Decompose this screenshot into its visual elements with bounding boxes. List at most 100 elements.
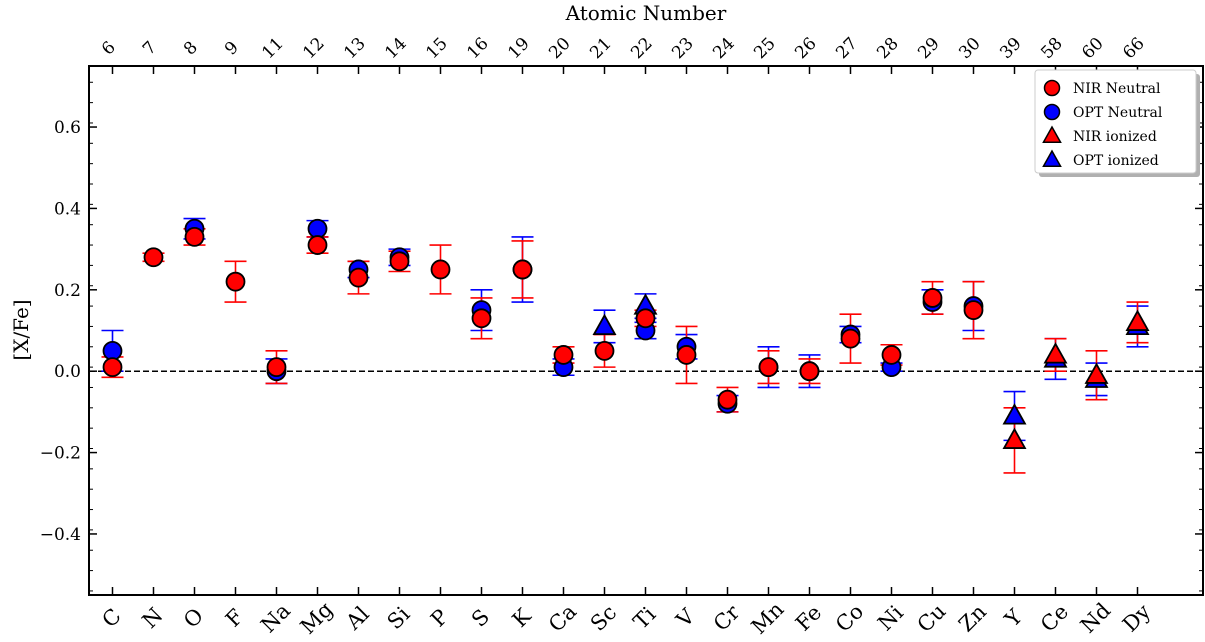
nir-neutral-point-ca — [553, 345, 574, 365]
element-label-nd: Nd — [1076, 598, 1115, 637]
top-axis-title: Atomic Number — [565, 1, 727, 25]
element-label-p: P — [426, 605, 453, 632]
element-label-f: F — [221, 604, 248, 631]
atomic-number-label: 22 — [627, 34, 656, 63]
legend-label: OPT Neutral — [1073, 105, 1163, 121]
nir-neutral-point-f — [225, 271, 246, 292]
y-axis-title: [X/Fe] — [9, 299, 33, 360]
element-label-k: K — [508, 604, 536, 632]
y-tick-label: 0.0 — [54, 362, 81, 382]
element-label-ni: Ni — [873, 600, 908, 635]
nir-neutral-point-co — [840, 328, 861, 349]
nir-ionized-point-dy — [1125, 309, 1150, 331]
element-label-mn: Mn — [747, 597, 789, 639]
atomic-number-label: 20 — [545, 34, 574, 63]
element-label-si: Si — [383, 602, 415, 634]
atomic-number-label: 66 — [1119, 34, 1148, 63]
opt-neutral-point-c — [102, 340, 123, 361]
element-label-n: N — [138, 603, 168, 633]
atomic-number-label: 28 — [873, 34, 902, 63]
marker-layer — [102, 218, 1150, 449]
element-label-cu: Cu — [913, 599, 951, 637]
atomic-number-label: 58 — [1037, 34, 1066, 63]
atomic-number-label: 11 — [258, 34, 287, 63]
atomic-number-label: 26 — [791, 34, 820, 63]
nir-neutral-point-v — [676, 345, 697, 365]
nir-ionized-point-ce — [1043, 342, 1068, 364]
atomic-number-label: 9 — [221, 38, 243, 60]
element-label-na: Na — [256, 599, 295, 638]
element-label-ce: Ce — [1036, 599, 1073, 636]
nir-neutral-point-n — [143, 247, 164, 268]
legend: NIR Neutral OPT Neutral NIR ionized OPT ion… — [1034, 69, 1200, 177]
nir-ionized-point-y — [1002, 427, 1027, 449]
atomic-number-label: 6 — [98, 38, 120, 60]
atomic-number-label: 12 — [299, 34, 328, 63]
nir-neutral-point-mn — [758, 357, 779, 378]
nir-neutral-point-cr — [717, 389, 738, 410]
element-label-zn: Zn — [954, 600, 991, 637]
legend-box — [1034, 69, 1197, 174]
element-label-v: V — [671, 604, 700, 633]
element-label-fe: Fe — [791, 600, 826, 635]
y-tick-label: −0.2 — [40, 444, 81, 464]
nir-neutral-point-cu — [922, 288, 943, 308]
nir-neutral-point-na — [266, 357, 287, 378]
legend-marker-opt-neutral — [1043, 103, 1061, 121]
legend-label: NIR ionized — [1073, 129, 1157, 145]
atomic-number-label: 60 — [1078, 34, 1107, 63]
atomic-number-label: 39 — [996, 34, 1025, 63]
element-label-ti: Ti — [629, 602, 661, 634]
atomic-number-label: 8 — [180, 38, 202, 60]
legend-label: OPT ionized — [1073, 153, 1159, 169]
atomic-number-label: 23 — [668, 34, 697, 63]
atomic-number-label: 21 — [586, 34, 615, 63]
atomic-number-label: 19 — [504, 34, 533, 63]
element-label-s: S — [467, 604, 494, 631]
opt-neutral-point-mg — [307, 218, 328, 239]
atomic-number-label: 25 — [750, 34, 779, 63]
atomic-number-label: 24 — [709, 34, 738, 63]
atomic-number-label: 15 — [422, 34, 451, 63]
legend-label: NIR Neutral — [1073, 81, 1161, 97]
atomic-number-label: 16 — [463, 34, 492, 63]
nir-neutral-point-ni — [881, 345, 902, 365]
x-axis-top: 6 7 8 9 11 12 13 14 15 16 19 20 21 22 23 24 25 26 27 28 29 30… — [98, 34, 1149, 74]
atomic-number-label: 13 — [340, 34, 369, 63]
opt-ionized-point-sc — [592, 313, 617, 336]
errorbar-layer — [101, 217, 1149, 474]
element-label-al: Al — [341, 602, 374, 635]
legend-marker-opt-ionized — [1042, 149, 1062, 168]
element-label-mg: Mg — [296, 597, 338, 639]
nir-ionized-point-nd — [1084, 362, 1109, 384]
nir-neutral-point-o — [184, 227, 205, 247]
element-label-o: O — [179, 603, 208, 632]
nir-neutral-point-c — [102, 357, 123, 378]
element-label-dy: Dy — [1118, 599, 1155, 636]
legend-items: NIR Neutral OPT Neutral NIR ionized OPT ion… — [1042, 79, 1163, 169]
nir-neutral-point-zn — [963, 300, 984, 321]
nir-neutral-point-fe — [799, 361, 820, 382]
element-label-sc: Sc — [586, 600, 621, 635]
atomic-number-label: 7 — [139, 38, 161, 60]
nir-neutral-point-k — [512, 259, 533, 280]
y-tick-label: 0.4 — [54, 199, 81, 219]
y-tick-label: −0.4 — [40, 525, 81, 545]
atomic-number-label: 29 — [914, 34, 943, 63]
element-label-cr: Cr — [709, 600, 745, 636]
nir-neutral-point-p — [430, 259, 451, 280]
nir-neutral-point-sc — [594, 340, 615, 361]
y-tick-label: 0.2 — [54, 281, 81, 301]
y-tick-label: 0.6 — [54, 118, 81, 138]
nir-neutral-point-si — [389, 251, 410, 272]
opt-ionized-point-y — [1002, 403, 1027, 425]
nir-neutral-point-s — [471, 308, 492, 329]
atomic-number-label: 30 — [955, 34, 984, 63]
atomic-number-label: 14 — [381, 34, 410, 63]
element-label-co: Co — [831, 599, 868, 636]
legend-marker-nir-ionized — [1042, 125, 1062, 144]
atomic-number-label: 27 — [832, 34, 861, 63]
y-axis: −0.4 −0.2 0.0 0.2 0.4 0.6 — [40, 81, 1203, 592]
element-label-y: Y — [999, 604, 1027, 632]
